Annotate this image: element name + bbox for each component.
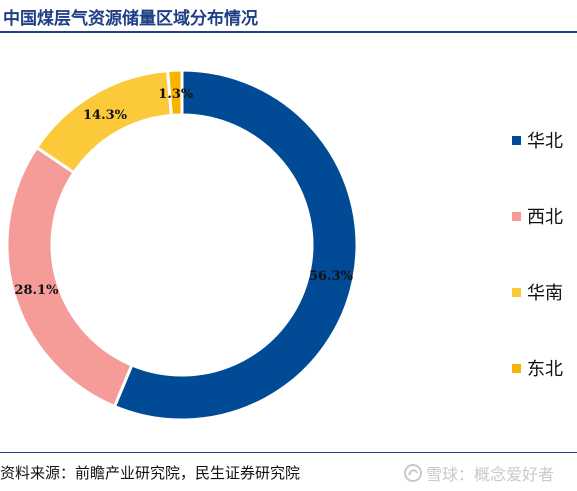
legend-marker-4: [512, 364, 521, 373]
legend-label-1: 华北: [527, 131, 563, 152]
legend-label-2: 西北: [527, 207, 563, 228]
donut-slice-2: [5, 146, 134, 408]
chart-title: 中国煤层气资源储量区域分布情况: [3, 9, 258, 29]
legend-marker-3: [512, 288, 521, 297]
data-label-2: 28.1%: [14, 283, 59, 298]
data-label-4: 1.3%: [158, 87, 194, 102]
donut-slice-4: [166, 68, 184, 117]
snowball-logo-icon: [404, 464, 422, 482]
title-divider: [0, 31, 577, 33]
data-label-1: 56.3%: [309, 269, 354, 284]
footer-divider: [0, 452, 577, 453]
donut-slices: [5, 68, 359, 422]
data-label-3: 14.3%: [83, 108, 128, 123]
legend-marker-2: [512, 212, 521, 221]
donut-slice-1: [113, 68, 359, 422]
legend-label-3: 华南: [527, 283, 563, 304]
value-labels: 56.3% 28.1% 14.3% 1.3%: [14, 87, 353, 298]
legend-marker-1: [512, 136, 521, 145]
watermark-text: 雪球：概念爱好者: [426, 465, 555, 484]
watermark: 雪球：概念爱好者: [404, 461, 574, 485]
legend-label-4: 东北: [527, 359, 563, 380]
source-note: 资料来源：前瞻产业研究院，民生证券研究院: [0, 464, 301, 482]
